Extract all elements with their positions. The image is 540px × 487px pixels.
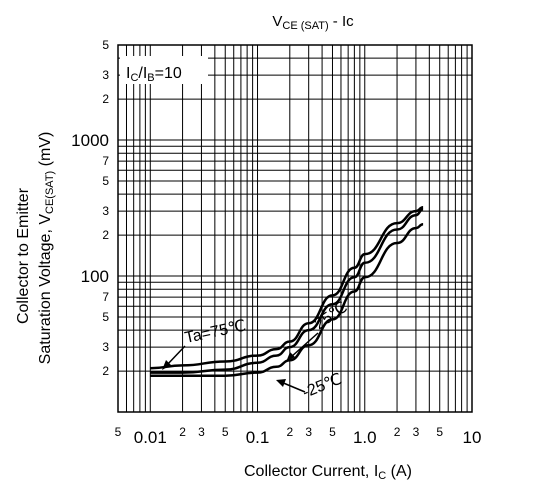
- y-tick-labels: 5 3 2 1000 7 5 3 2 100 7 5 3 2: [71, 38, 109, 378]
- x-tick-label: 2: [394, 425, 401, 439]
- x-tick-label: 5: [222, 425, 229, 439]
- y-tick-label: 3: [102, 340, 109, 354]
- y-tick-label: 1000: [71, 131, 109, 150]
- series-lines: [150, 206, 424, 377]
- condition-label: IC/IB=10: [126, 65, 182, 84]
- y-tick-label: 2: [102, 228, 109, 242]
- x-tick-label: 3: [198, 425, 205, 439]
- y-tick-label: 7: [102, 290, 109, 304]
- y-tick-label: 7: [102, 154, 109, 168]
- x-tick-label: 2: [286, 425, 293, 439]
- x-tick-label: 1.0: [353, 428, 377, 447]
- x-axis-title: Collector Current, IC (A): [244, 463, 412, 482]
- y-tick-label: 100: [81, 267, 109, 286]
- m25c-leader-line: [280, 381, 306, 393]
- y-tick-label: 3: [102, 68, 109, 82]
- y-tick-label: 3: [102, 204, 109, 218]
- x-tick-label: 2: [179, 425, 186, 439]
- series-line-0: [150, 206, 424, 370]
- y-axis-title-line1: Collector to Emitter: [15, 187, 32, 324]
- x-tick-label: 0.1: [246, 428, 270, 447]
- y-tick-label: 2: [102, 92, 109, 106]
- x-tick-label: 0.01: [134, 428, 167, 447]
- m25c-arrowhead: [276, 379, 286, 387]
- y-tick-label: 2: [102, 364, 109, 378]
- y-tick-label: 5: [102, 310, 109, 324]
- x-tick-label: 3: [305, 425, 312, 439]
- plot-frame: [117, 44, 473, 413]
- chart-title: VCE (SAT) - Ic: [272, 13, 354, 32]
- ta75-leader-line: [165, 345, 186, 367]
- series-label-ta75: Ta=75℃: [183, 317, 247, 347]
- x-tick-label: 10: [463, 428, 482, 447]
- y-tick-label: 5: [102, 174, 109, 188]
- y-axis-title-line2: Saturation Voltage, VCE(SAT) (mV): [37, 132, 56, 365]
- 25c-leader-line: [290, 332, 319, 358]
- x-tick-label: 5: [436, 425, 443, 439]
- x-tick-label: 5: [329, 425, 336, 439]
- x-tick-label: 3: [413, 425, 420, 439]
- y-tick-label: 5: [102, 38, 109, 52]
- x-tick-label: 5: [115, 425, 122, 439]
- ta75-arrowhead: [162, 360, 171, 370]
- series-line-2: [150, 223, 424, 377]
- series-line-1: [150, 207, 424, 374]
- condition-label-background: [120, 56, 208, 84]
- 25c-arrowhead: [286, 352, 295, 362]
- x-tick-labels: 5 0.01 2 3 5 0.1 2 3 5 1.0 2 3 5 10: [115, 425, 482, 447]
